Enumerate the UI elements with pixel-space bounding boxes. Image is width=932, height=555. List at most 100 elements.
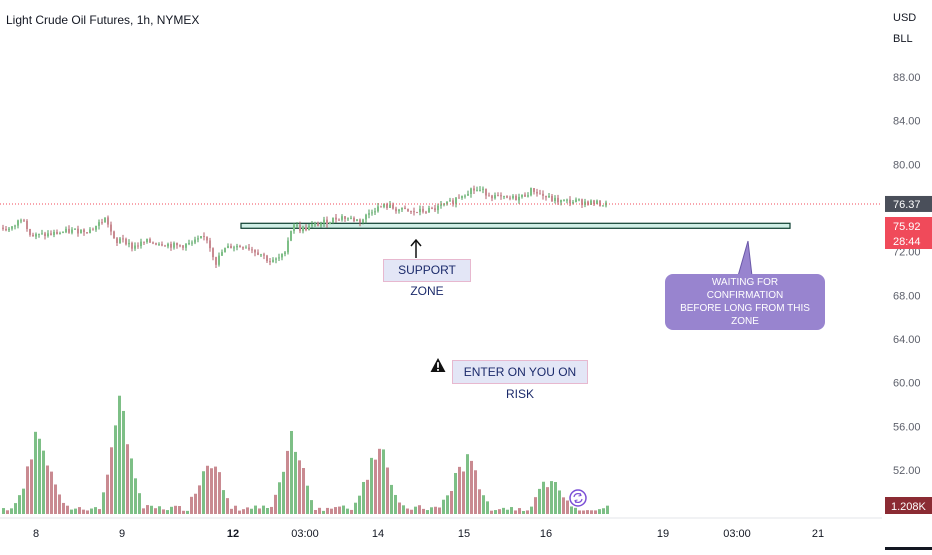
candle-body [506,196,508,198]
volume-bar [334,507,337,514]
volume-bar [326,507,329,514]
volume-bar [86,510,89,514]
volume-bar [286,450,289,514]
volume-bar [162,509,165,514]
volume-bar [118,395,121,514]
candle-body [104,217,106,223]
volume-bar [570,506,573,514]
candle-body [200,236,202,239]
candle-body [344,216,346,219]
countdown-text: 28:44 [893,236,921,248]
candle-body [410,211,412,213]
time-tick-label: 03:00 [723,528,751,540]
volume-bar [410,509,413,514]
candle-body [266,255,268,262]
volume-bar [270,506,273,514]
volume-bar [594,510,597,514]
volume-bar [474,470,477,514]
price-tick-label: 52.00 [893,465,921,477]
candle-body [425,211,427,213]
volume-bar [374,459,377,514]
volume-bar [426,510,429,514]
volume-bar [522,510,525,514]
volume-bar [362,481,365,514]
candle-body [179,245,181,247]
volume-bar [466,454,469,514]
volume-bar [6,510,9,514]
price-tick-label: 80.00 [893,159,921,171]
candle-body [53,231,55,235]
candle-body [473,188,475,191]
candle-body [554,197,556,202]
volume-bar [226,498,229,514]
volume-bar [482,495,485,514]
candle-body [161,244,163,246]
candle-body [317,223,319,226]
volume-bar [390,484,393,514]
candle-body [494,195,496,199]
price-tick-label: 88.00 [893,72,921,84]
candle-body [392,204,394,209]
candle-body [428,208,430,213]
volume-bar [314,509,317,514]
volume-bar [254,505,257,514]
confirmation-callout[interactable]: WAITING FOR CONFIRMATION BEFORE LONG FRO… [665,274,825,330]
volume-bar [178,506,181,514]
candle-body [407,209,409,212]
candle-body [260,254,262,256]
candle-body [116,238,118,243]
volume-bar [42,450,45,514]
support-zone-layer[interactable] [240,222,791,277]
volume-bar [18,495,21,514]
support-zone-label[interactable]: SUPPORT ZONE [383,259,471,298]
candle-body [215,257,217,265]
candle-body [515,195,517,201]
candle-body [509,197,511,199]
candle-body [176,243,178,246]
volume-bar [174,505,177,514]
candle-body [527,195,529,197]
volume-bar [346,508,349,514]
price-axis[interactable]: USDBLL88.0084.0080.0076.0072.0068.0064.0… [885,12,932,514]
price-tick-label: 56.00 [893,421,921,433]
time-axis[interactable]: 8 9 12 03:00 14 15 16 19 03:00 21 [33,528,932,550]
volume-bar [578,510,581,514]
candle-body [281,254,283,258]
candle-body [371,212,373,214]
candle-body [497,195,499,197]
volume-bar [74,508,77,514]
volume-bar [322,510,325,514]
candle-body [569,199,571,204]
time-tick-label: 19 [657,528,669,540]
time-tick-label: 14 [372,528,384,540]
candle-body [248,247,250,250]
candles-layer [2,185,607,269]
volume-bar [202,471,205,514]
candle-body [272,259,274,263]
candle-body [32,234,34,237]
volume-text: 1.208K [891,501,927,513]
candle-body [491,195,493,199]
candle-body [440,204,442,206]
candle-body [437,205,439,211]
volume-bar [506,509,509,514]
candle-body [356,219,358,222]
candle-body [470,188,472,194]
candle-body [242,247,244,249]
candle-body [74,228,76,230]
candle-body [155,243,157,245]
volume-bar [406,508,409,514]
volume-bar [282,471,285,514]
candle-body [368,213,370,215]
candle-body [374,211,376,213]
volume-bar [402,505,405,514]
volume-bar [122,410,125,514]
current-price-badge [885,217,932,249]
candle-body [332,217,334,223]
chart-title: Light Crude Oil Futures, 1h, NYMEX [6,13,200,27]
risk-note-label[interactable]: ENTER ON YOU ON RISK [452,360,588,401]
candle-body [530,188,532,196]
candle-body [56,231,58,235]
